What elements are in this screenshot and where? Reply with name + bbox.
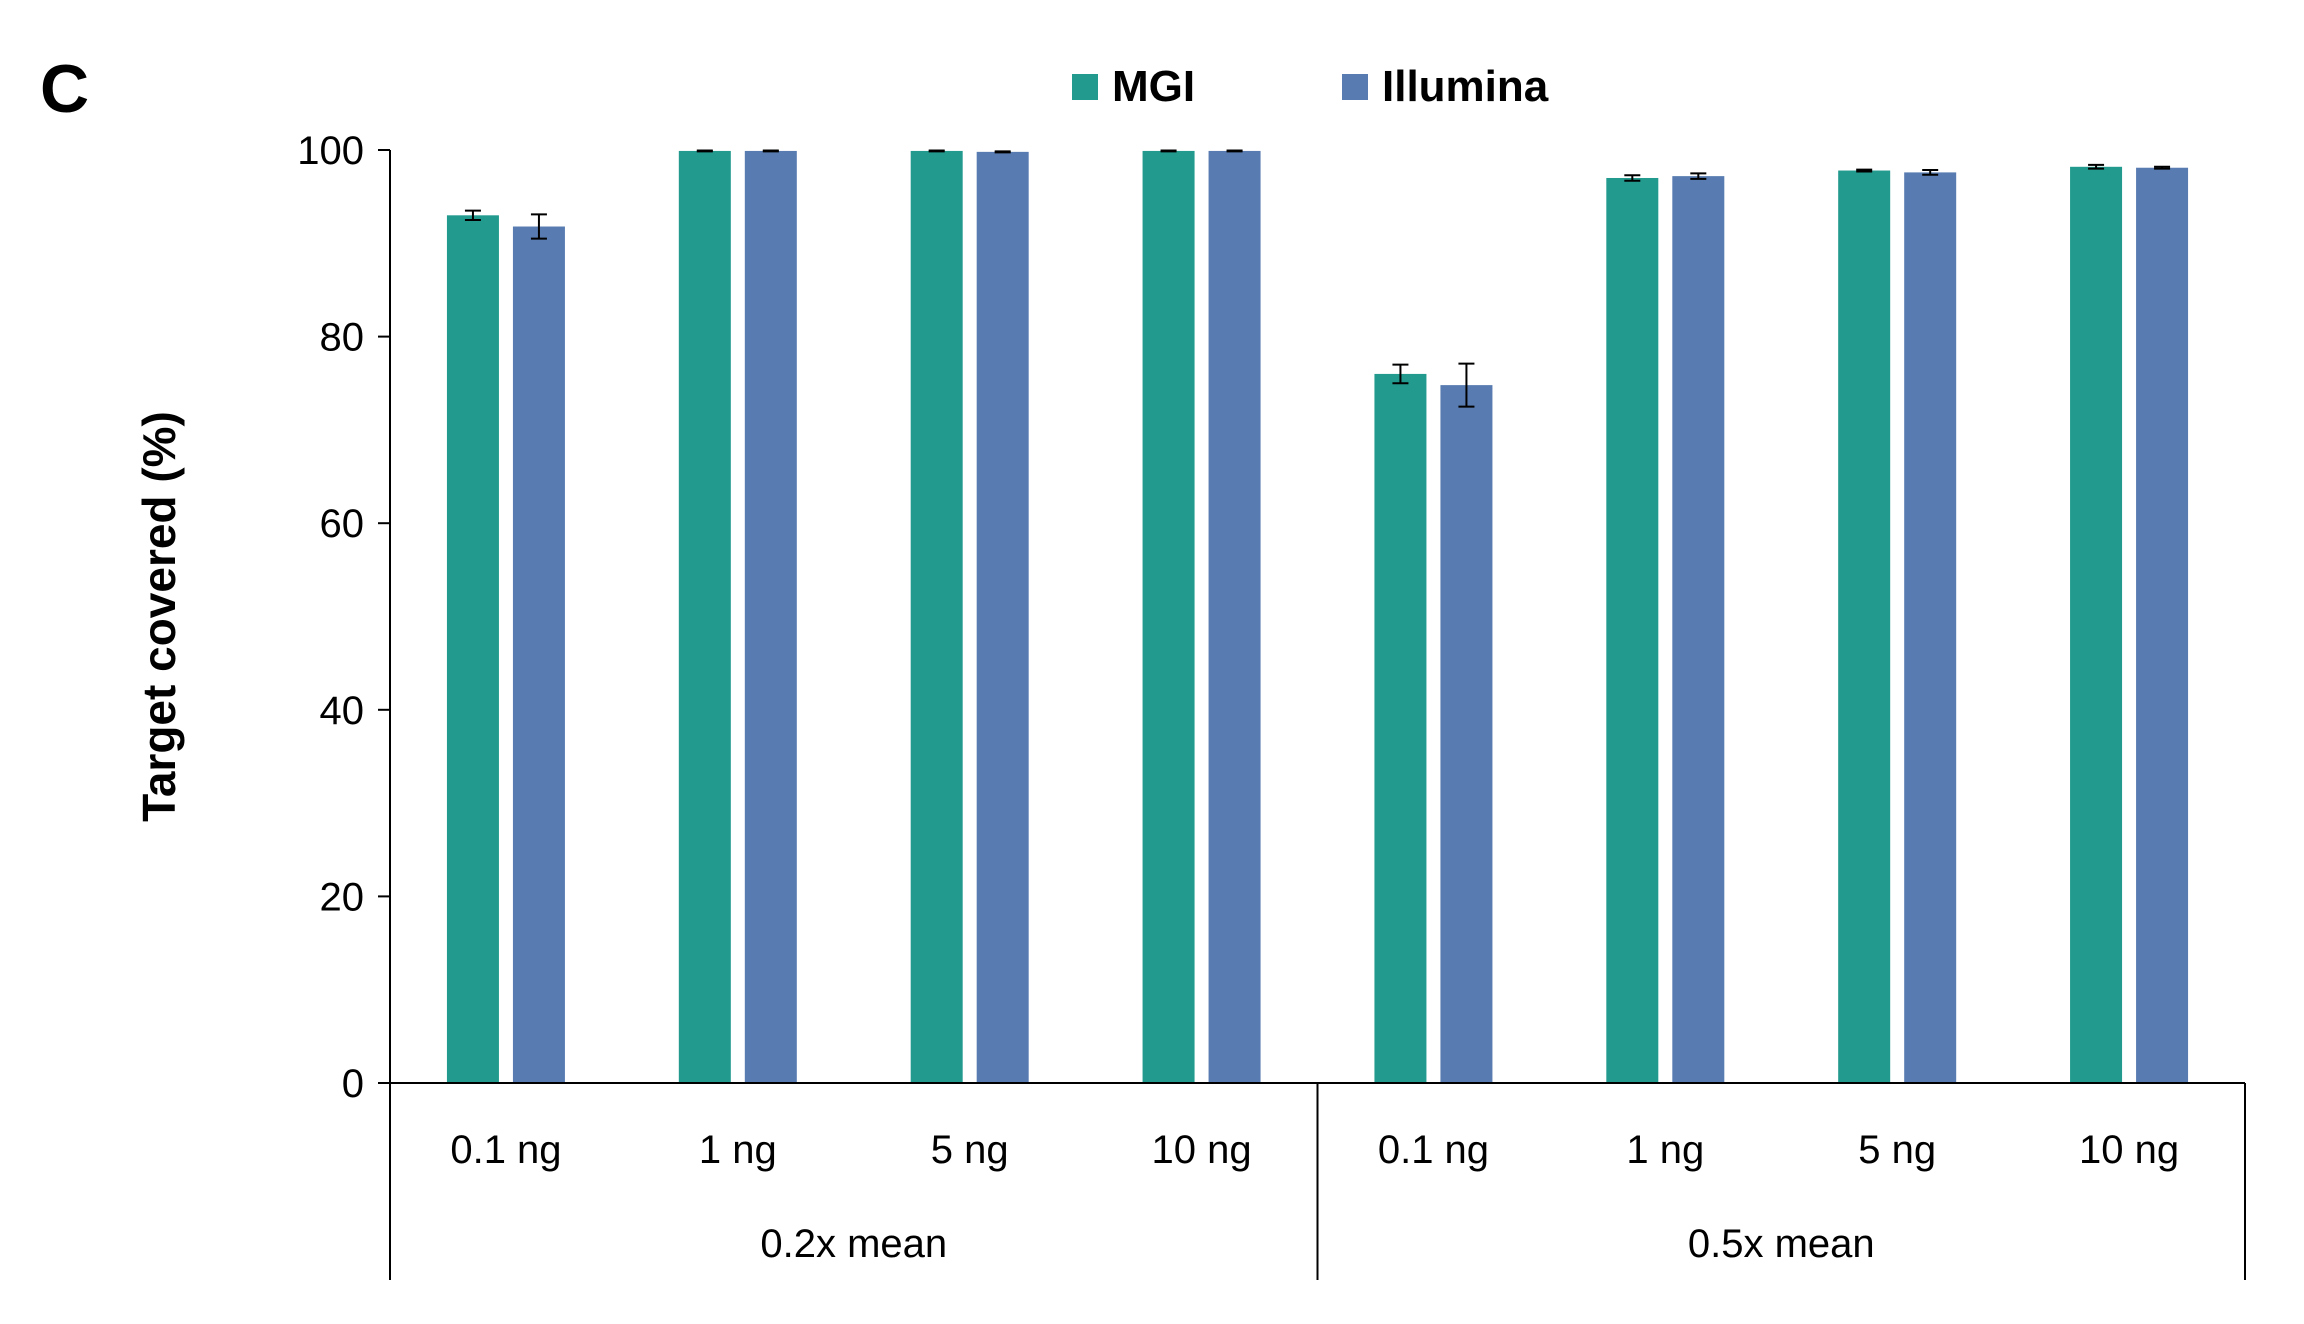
- y-tick-label-60: 60: [320, 502, 365, 546]
- bar-mgi-4: [1374, 373, 1427, 1083]
- legend: MGI Illumina: [1072, 62, 1549, 111]
- bar-illumina-6: [1904, 172, 1957, 1084]
- bar-illumina-3: [1208, 150, 1261, 1084]
- bar-mgi-2: [910, 150, 963, 1084]
- bar-illumina-7: [2136, 167, 2189, 1084]
- x-category-label-0-3: 10 ng: [1152, 1128, 1252, 1172]
- x-group-label-0: 0.2x mean: [760, 1222, 947, 1266]
- x-category-label-0-1: 1 ng: [699, 1128, 777, 1172]
- bar-mgi-6: [1838, 170, 1891, 1083]
- bar-mgi-7: [2070, 166, 2123, 1083]
- y-tick-label-40: 40: [320, 689, 365, 733]
- bar-illumina-2: [976, 151, 1029, 1084]
- bar-mgi-5: [1606, 177, 1659, 1084]
- bar-illumina-1: [744, 150, 797, 1084]
- x-category-label-1-1: 1 ng: [1626, 1128, 1704, 1172]
- bar-illumina-0: [512, 226, 565, 1084]
- legend-swatch-0: [1072, 74, 1098, 100]
- x-category-label-0-0: 0.1 ng: [450, 1128, 561, 1172]
- y-tick-label-80: 80: [320, 316, 365, 360]
- y-axis-label: Target covered (%): [133, 411, 185, 822]
- x-category-label-0-2: 5 ng: [931, 1128, 1009, 1172]
- y-axis-label-group: Target covered (%): [133, 411, 185, 822]
- x-category-label-1-2: 5 ng: [1858, 1128, 1936, 1172]
- legend-label-0: MGI: [1112, 62, 1195, 111]
- error-bars: [464, 149, 2171, 408]
- bar-illumina-4: [1440, 385, 1493, 1084]
- x-group-label-1: 0.5x mean: [1688, 1222, 1875, 1266]
- bar-mgi-0: [446, 215, 499, 1083]
- legend-swatch-1: [1342, 74, 1368, 100]
- panel-label: C: [40, 51, 89, 127]
- y-tick-label-100: 100: [297, 129, 364, 173]
- bar-illumina-5: [1672, 176, 1725, 1083]
- x-category-label-1-0: 0.1 ng: [1378, 1128, 1489, 1172]
- legend-label-1: Illumina: [1382, 62, 1549, 111]
- x-axis: 0.1 ng 1 ng 5 ng 10 ng 0.2x mean 0.1 ng 1 ng 5 …: [389, 1082, 2246, 1280]
- y-axis: 0 20 40 60 80 100: [297, 129, 391, 1106]
- bar-mgi-1: [678, 150, 731, 1084]
- bars: [446, 150, 2189, 1084]
- y-tick-label-0: 0: [342, 1062, 364, 1106]
- x-category-label-1-3: 10 ng: [2079, 1128, 2179, 1172]
- bar-mgi-3: [1142, 150, 1195, 1084]
- y-tick-label-20: 20: [320, 875, 365, 919]
